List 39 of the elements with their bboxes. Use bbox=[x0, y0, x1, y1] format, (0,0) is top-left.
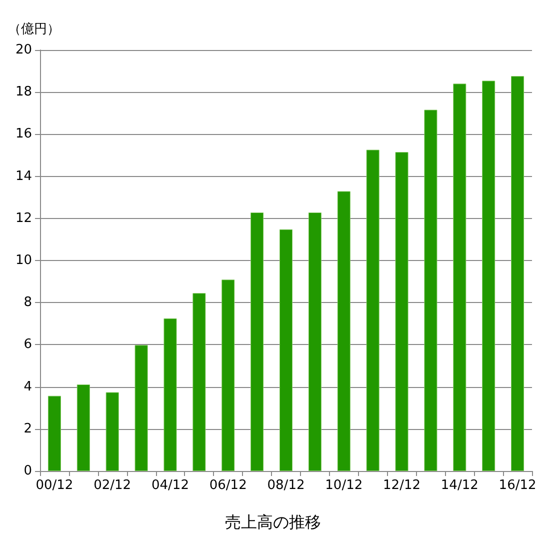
x-tick-label: 02/12 bbox=[94, 478, 132, 493]
bar bbox=[453, 84, 466, 471]
bar bbox=[511, 76, 524, 471]
y-tick-label: 2 bbox=[24, 421, 32, 436]
x-tick-label: 06/12 bbox=[209, 478, 247, 493]
x-tick-label: 00/12 bbox=[36, 478, 74, 493]
y-tick-label: 6 bbox=[24, 337, 32, 352]
y-tick-label: 18 bbox=[15, 84, 32, 100]
bar bbox=[482, 80, 496, 471]
y-tick-label: 0 bbox=[24, 464, 32, 478]
bar bbox=[308, 212, 322, 471]
bar bbox=[424, 110, 438, 471]
x-tick-label: 16/12 bbox=[498, 478, 536, 493]
bar bbox=[366, 150, 380, 471]
y-tick-label: 8 bbox=[24, 295, 32, 310]
x-tick-label: 04/12 bbox=[152, 478, 189, 493]
y-tick-label: 16 bbox=[15, 126, 32, 142]
x-tick-label: 12/12 bbox=[383, 478, 420, 493]
bar bbox=[106, 392, 119, 471]
bar bbox=[222, 280, 235, 471]
y-tick-label: 4 bbox=[24, 379, 32, 394]
bar bbox=[395, 152, 408, 471]
bar bbox=[164, 318, 177, 471]
text: 売上高の推移 bbox=[225, 512, 321, 532]
y-tick-label: 20 bbox=[15, 42, 32, 58]
x-tick-label: 14/12 bbox=[440, 478, 478, 493]
x-tick-label: 08/12 bbox=[267, 478, 305, 493]
bar bbox=[337, 191, 350, 471]
y-tick-label: 12 bbox=[15, 210, 32, 226]
bar bbox=[134, 345, 148, 471]
bar bbox=[279, 229, 293, 471]
bar bbox=[76, 384, 90, 471]
x-tick-label: 10/12 bbox=[325, 478, 363, 493]
y-axis-title: （億円） bbox=[8, 22, 60, 37]
y-tick-label: 14 bbox=[15, 168, 32, 184]
bar bbox=[192, 293, 206, 471]
bar bbox=[250, 212, 264, 471]
y-tick-label: 10 bbox=[15, 253, 32, 268]
bar bbox=[48, 396, 61, 471]
